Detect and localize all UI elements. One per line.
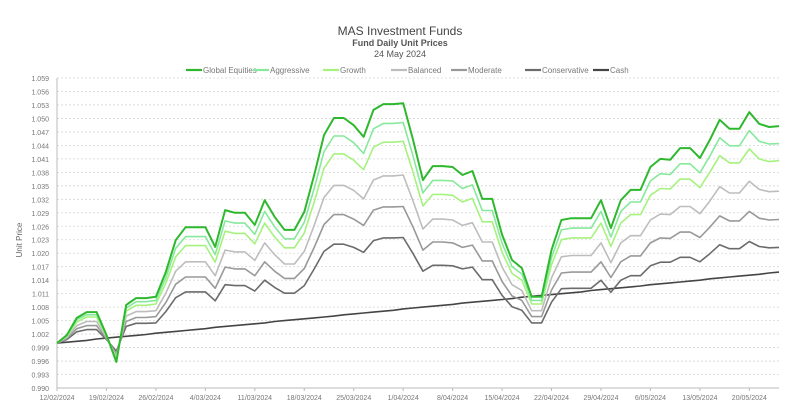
legend-item-aggressive: Aggressive: [253, 66, 310, 75]
legend-label: Global Equities: [203, 66, 257, 75]
x-axis: 12/02/2024 19/02/2024 26/02/2024 4/03/2024 1…: [39, 387, 779, 402]
y-tick-label: 0.996: [31, 359, 49, 366]
x-tick-label: 11/03/2024: [238, 395, 273, 402]
y-tick-label: 1.014: [31, 278, 49, 285]
legend-item-balanced: Balanced: [391, 66, 441, 75]
y-tick-label: 1.047: [31, 130, 49, 137]
x-tick-label: 20/05/2024: [732, 395, 767, 402]
y-tick-label: 1.008: [31, 305, 49, 312]
y-tick-label: 0.999: [31, 346, 49, 353]
legend-item-conservative: Conservative: [525, 66, 589, 75]
series-line-balanced: [56, 174, 780, 357]
y-tick-label: 1.011: [32, 292, 49, 299]
y-axis-label: Unit Price: [15, 222, 24, 257]
chart-subtitle: Fund Daily Unit Prices: [352, 38, 448, 48]
series-line-moderate: [56, 205, 780, 355]
chart-title: MAS Investment Funds: [337, 24, 463, 38]
series-line-aggressive: [56, 121, 780, 362]
x-tick-label: 18/03/2024: [287, 395, 322, 402]
legend: Global Equities Aggressive Growth Balanced M…: [186, 66, 629, 75]
y-tick-label: 1.005: [31, 319, 49, 326]
y-tick-label: 1.020: [31, 251, 49, 258]
y-tick-label: 1.023: [31, 238, 49, 245]
y-tick-label: 1.050: [31, 116, 49, 123]
series-line-conservative: [56, 236, 780, 352]
legend-label: Growth: [340, 66, 366, 75]
x-tick-label: 4/03/2024: [190, 395, 221, 402]
x-tick-label: 26/02/2024: [138, 395, 173, 402]
x-tick-label: 19/02/2024: [89, 395, 124, 402]
y-tick-label: 1.035: [31, 184, 49, 191]
x-tick-label: 25/03/2024: [336, 395, 371, 402]
y-tick-label: 1.032: [31, 197, 49, 204]
legend-item-cash: Cash: [593, 66, 629, 75]
y-tick-label: 1.053: [31, 103, 49, 110]
series-lines: [56, 102, 780, 363]
y-tick-label: 1.038: [31, 170, 49, 177]
x-tick-label: 13/05/2024: [682, 395, 717, 402]
y-tick-label: 1.056: [31, 89, 49, 96]
series-line-cash: [56, 271, 780, 344]
y-tick-label: 1.029: [31, 211, 49, 218]
legend-label: Aggressive: [270, 66, 310, 75]
legend-item-moderate: Moderate: [451, 66, 502, 75]
x-tick-label: 29/04/2024: [583, 395, 618, 402]
y-tick-label: 1.059: [31, 76, 49, 83]
series-line-global-equities: [56, 102, 780, 363]
legend-label: Cash: [610, 66, 629, 75]
y-tick-label: 1.017: [31, 265, 49, 272]
y-tick-label: 1.044: [31, 143, 49, 150]
chart-date: 24 May 2024: [373, 49, 427, 59]
x-tick-label: 15/04/2024: [485, 395, 520, 402]
x-tick-label: 6/05/2024: [635, 395, 666, 402]
series-line-growth: [56, 140, 780, 360]
x-tick-label: 22/04/2024: [534, 395, 569, 402]
x-tick-label: 12/02/2024: [39, 395, 74, 402]
legend-item-global-equities: Global Equities: [186, 66, 257, 75]
y-axis: 0.990 0.993 0.996 0.999 1.002 1.005 1.008 1.011…: [31, 76, 58, 393]
x-tick-label: 8/04/2024: [437, 395, 468, 402]
legend-label: Moderate: [468, 66, 502, 75]
legend-item-growth: Growth: [323, 66, 366, 75]
x-tick-label: 1/04/2024: [388, 395, 419, 402]
gridlines: [57, 77, 779, 375]
y-tick-label: 0.993: [31, 373, 49, 380]
legend-label: Conservative: [542, 66, 589, 75]
legend-label: Balanced: [408, 66, 441, 75]
y-tick-label: 0.990: [31, 386, 49, 393]
y-tick-label: 1.002: [31, 332, 49, 339]
y-tick-label: 1.041: [31, 157, 49, 164]
y-tick-label: 1.026: [31, 224, 49, 231]
